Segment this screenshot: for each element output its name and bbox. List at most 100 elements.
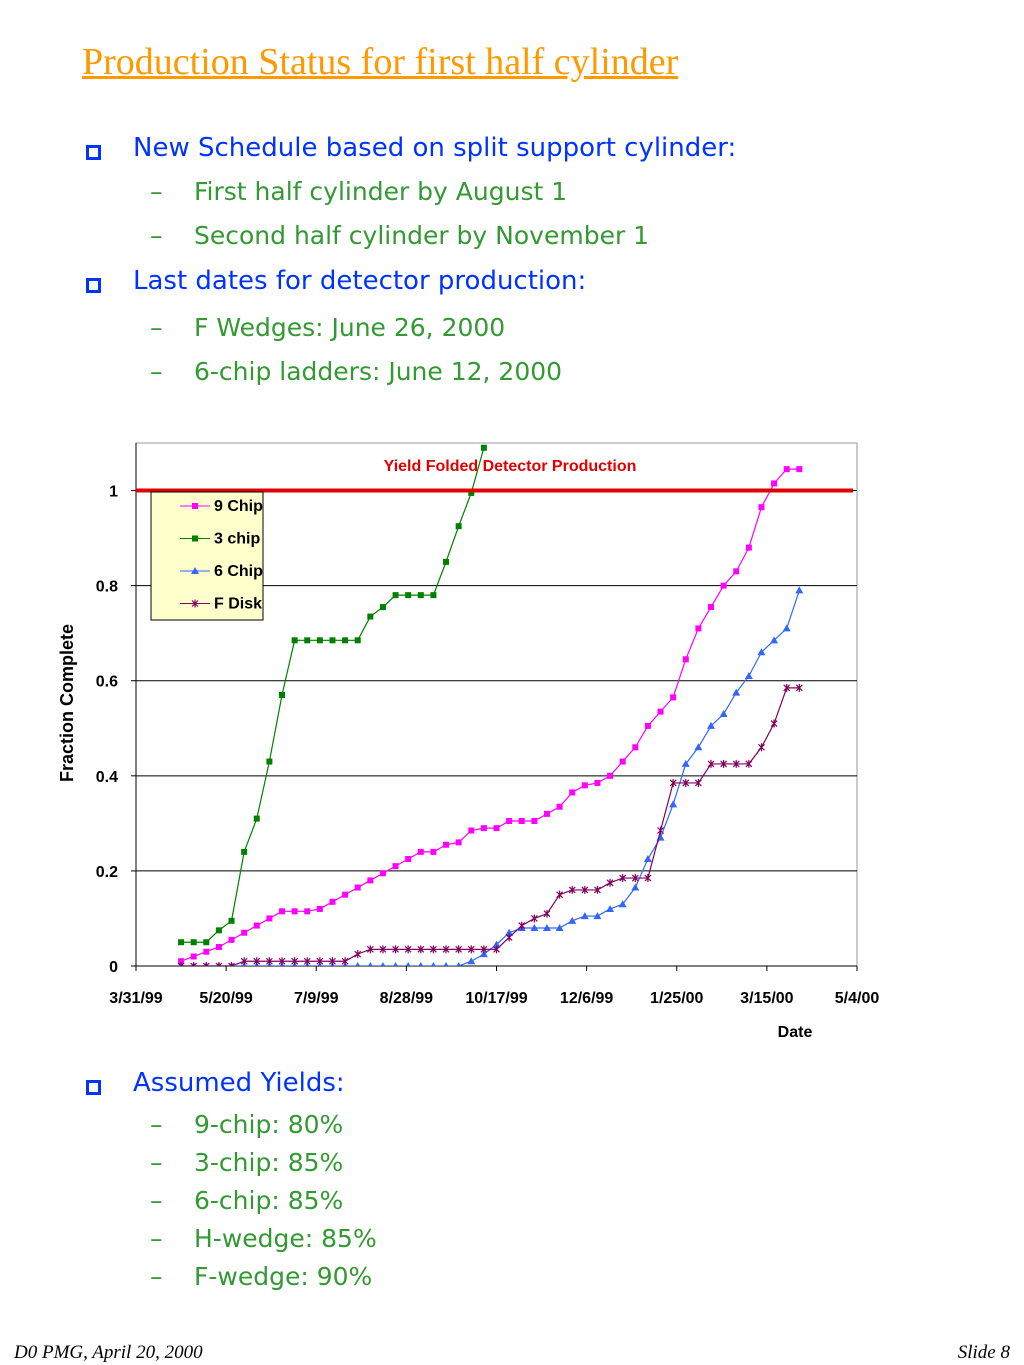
point <box>669 778 677 787</box>
point <box>278 957 286 966</box>
point <box>669 800 678 808</box>
point <box>405 856 412 863</box>
point <box>228 962 235 966</box>
point <box>265 957 273 966</box>
point <box>783 466 790 473</box>
point <box>241 848 248 855</box>
point <box>682 778 690 787</box>
sub-text: H-wedge: 85% <box>194 1224 377 1253</box>
point <box>304 908 311 915</box>
point <box>467 957 476 965</box>
point <box>518 921 526 930</box>
point <box>178 939 185 946</box>
point <box>531 817 538 824</box>
legend <box>150 491 264 621</box>
x-tick-label: 8/28/99 <box>380 990 433 1007</box>
point <box>303 957 311 966</box>
sub-text: F Wedges: June 26, 2000 <box>194 313 506 342</box>
point <box>291 957 299 966</box>
point <box>619 874 627 883</box>
sub-bullet: – F Wedges: June 26, 2000 <box>150 313 506 342</box>
point <box>555 923 564 931</box>
legend-marker <box>192 503 198 509</box>
point <box>355 962 360 966</box>
point <box>594 885 601 894</box>
point <box>657 708 664 715</box>
sub-bullet: –3-chip: 85% <box>150 1148 344 1177</box>
legend-label: 6 Chip <box>214 563 263 580</box>
point <box>393 962 398 966</box>
point <box>190 953 197 960</box>
point <box>354 884 361 891</box>
point <box>757 648 766 656</box>
sub-text: First half cylinder by August 1 <box>194 177 568 206</box>
point <box>568 885 576 894</box>
point <box>304 637 311 644</box>
point <box>631 883 640 891</box>
point <box>493 945 500 954</box>
point <box>732 688 741 696</box>
point <box>456 962 461 966</box>
point <box>215 927 222 934</box>
point <box>367 877 374 884</box>
x-tick-label: 3/15/00 <box>740 990 793 1007</box>
point <box>770 636 779 644</box>
y-tick-label: 0.4 <box>96 769 118 786</box>
point <box>392 863 399 870</box>
sub-text: F-wedge: 90% <box>194 1262 373 1291</box>
legend-marker <box>191 599 199 608</box>
sub-text: 3-chip: 85% <box>194 1148 344 1177</box>
legend-label: 9 Chip <box>214 498 263 515</box>
point <box>203 939 210 946</box>
y-tick-label: 0 <box>109 959 118 976</box>
point <box>215 962 223 966</box>
point <box>556 803 563 810</box>
point <box>618 900 627 908</box>
point <box>607 772 614 779</box>
point <box>606 878 614 887</box>
point <box>681 759 690 767</box>
point <box>719 710 728 718</box>
point <box>479 950 488 958</box>
sub-bullet: – F-wedge: 90% <box>150 1262 373 1291</box>
point <box>228 917 235 924</box>
x-tick-label: 5/4/00 <box>835 990 880 1007</box>
bullet: Last dates for detector production: <box>133 266 587 296</box>
point <box>706 721 715 729</box>
point <box>732 759 740 768</box>
point <box>177 962 185 966</box>
point <box>758 504 765 511</box>
point <box>316 905 323 912</box>
point <box>670 694 677 701</box>
sub-bullet: –9-chip: 80% <box>150 1110 344 1139</box>
point <box>782 624 791 632</box>
point <box>266 915 273 922</box>
point <box>644 874 652 883</box>
point <box>468 827 475 834</box>
point <box>632 744 639 751</box>
point <box>342 891 349 898</box>
sub-text: 9-chip: 80% <box>194 1110 344 1139</box>
chart: 0 0.2 0.4 0.6 0.8 1 3/31/99 5/20/99 7/9/99 8/28/9… <box>57 442 880 1041</box>
yield-label: Yield Folded Detector Production <box>384 458 637 475</box>
point <box>368 962 373 966</box>
point <box>480 444 487 451</box>
point <box>542 923 551 931</box>
point <box>367 613 374 620</box>
point <box>443 841 450 848</box>
point <box>606 904 615 912</box>
point <box>455 945 463 954</box>
point <box>442 945 450 954</box>
point <box>695 625 702 632</box>
point <box>581 782 588 789</box>
point <box>657 826 664 835</box>
point <box>770 719 778 728</box>
bullet-box <box>86 1080 101 1095</box>
point <box>771 480 778 487</box>
point <box>354 637 361 644</box>
point <box>506 817 513 824</box>
point <box>240 957 248 966</box>
point <box>430 592 437 599</box>
point <box>430 848 437 855</box>
